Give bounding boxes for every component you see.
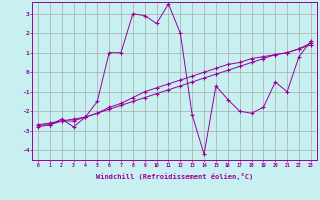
X-axis label: Windchill (Refroidissement éolien,°C): Windchill (Refroidissement éolien,°C)	[96, 173, 253, 180]
